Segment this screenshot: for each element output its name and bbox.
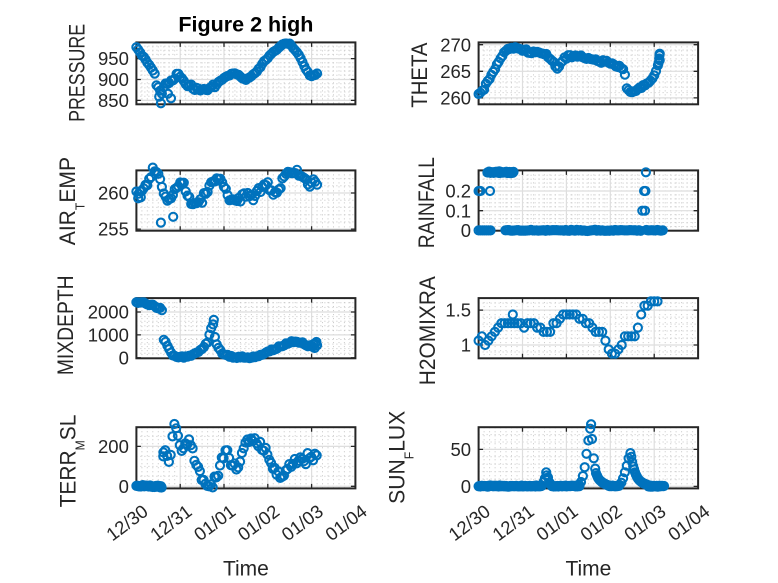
svg-text:850: 850 bbox=[98, 90, 129, 111]
svg-text:AIRT​EMP: AIRT​EMP bbox=[56, 157, 88, 245]
svg-text:270: 270 bbox=[440, 34, 471, 55]
svg-text:0.1: 0.1 bbox=[445, 200, 471, 221]
svg-text:2000: 2000 bbox=[88, 302, 129, 323]
svg-text:255: 255 bbox=[98, 219, 129, 240]
svg-text:MIXDEPTH: MIXDEPTH bbox=[54, 275, 78, 375]
svg-text:260: 260 bbox=[440, 88, 471, 109]
svg-text:H2OMIXRA: H2OMIXRA bbox=[415, 275, 440, 385]
svg-text:950: 950 bbox=[98, 48, 129, 69]
svg-text:0.2: 0.2 bbox=[445, 181, 471, 202]
svg-text:SUNF​LUX: SUNF​LUX bbox=[384, 411, 417, 504]
svg-text:260: 260 bbox=[98, 183, 129, 204]
svg-text:1000: 1000 bbox=[88, 325, 129, 346]
svg-text:Figure 2 high: Figure 2 high bbox=[178, 12, 313, 36]
svg-text:0: 0 bbox=[461, 476, 471, 497]
svg-text:900: 900 bbox=[98, 69, 129, 90]
svg-text:TERRM​SL: TERRM​SL bbox=[56, 415, 88, 508]
svg-text:0: 0 bbox=[461, 220, 471, 241]
svg-text:265: 265 bbox=[440, 61, 471, 82]
svg-text:200: 200 bbox=[98, 436, 129, 457]
svg-text:0: 0 bbox=[119, 476, 129, 497]
svg-text:THETA: THETA bbox=[409, 42, 433, 108]
svg-text:RAINFALL: RAINFALL bbox=[415, 157, 439, 248]
svg-text:PRESSURE: PRESSURE bbox=[66, 24, 90, 122]
svg-text:1.5: 1.5 bbox=[445, 300, 471, 321]
svg-text:0: 0 bbox=[119, 347, 129, 368]
svg-text:Time: Time bbox=[565, 558, 611, 581]
svg-text:Time: Time bbox=[223, 558, 269, 581]
svg-text:50: 50 bbox=[451, 439, 472, 460]
svg-text:1: 1 bbox=[461, 335, 471, 356]
